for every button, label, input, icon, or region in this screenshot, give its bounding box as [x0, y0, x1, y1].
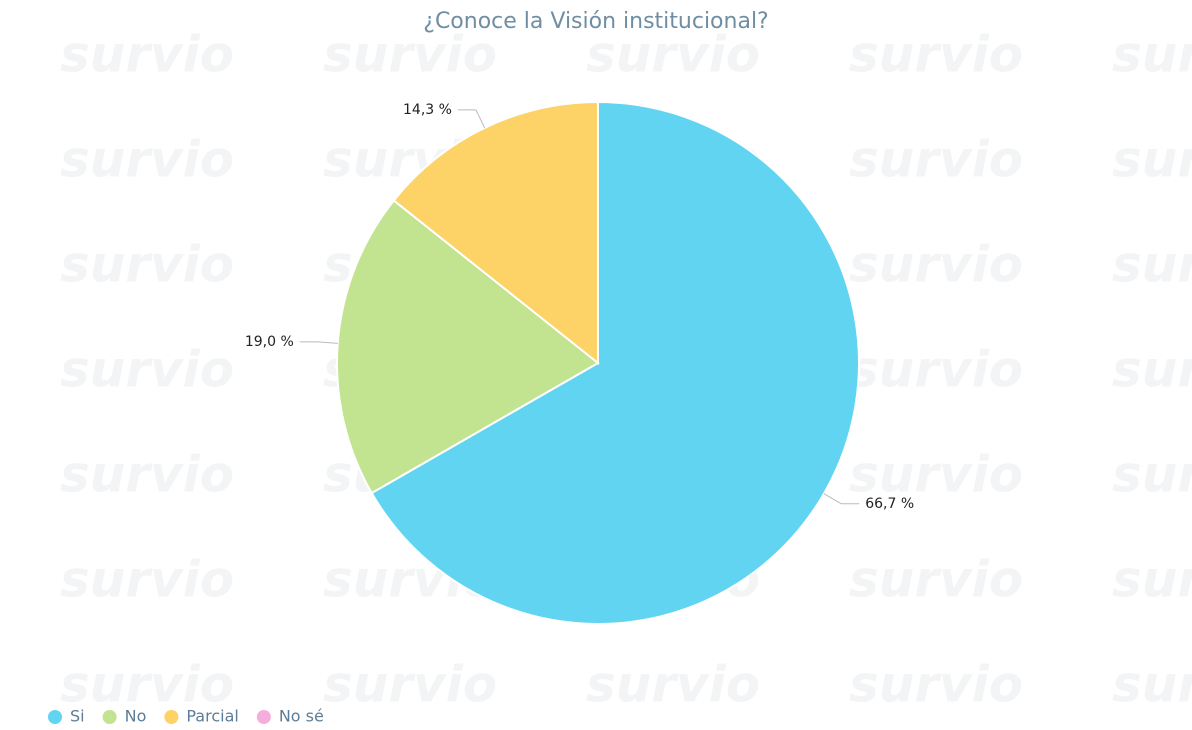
watermark-text: survio	[323, 26, 497, 84]
watermark-text: survio	[849, 131, 1023, 189]
watermark-text: survio	[60, 551, 234, 609]
watermark-text: survio	[1112, 236, 1192, 294]
watermark-text: survio	[849, 236, 1023, 294]
watermark-text: survio	[586, 656, 760, 714]
watermark-text: survio	[60, 656, 234, 714]
watermark-text: survio	[1112, 446, 1192, 504]
legend-marker	[48, 710, 62, 724]
watermark-text: survio	[849, 341, 1023, 399]
watermark-text: survio	[849, 656, 1023, 714]
legend-marker	[256, 710, 271, 724]
data-label: 19,0 %	[245, 334, 294, 350]
legend-marker	[164, 710, 179, 724]
watermark-text: survio	[1112, 26, 1192, 84]
watermark-text: survio	[60, 341, 234, 399]
data-label: 14,3 %	[403, 102, 452, 118]
leader-line	[457, 109, 486, 129]
watermark-text: survio	[323, 656, 497, 714]
chart-title: ¿Conoce la Visión institucional?	[423, 9, 768, 34]
watermark-text: survio	[849, 26, 1023, 84]
pie-slice	[336, 199, 600, 495]
watermark-text: survio	[849, 551, 1023, 609]
watermark-text: survio	[849, 446, 1023, 504]
watermark-text: survio	[60, 446, 234, 504]
legend-label: Si	[70, 707, 85, 726]
leader-line	[299, 341, 338, 344]
legend-label: No	[125, 707, 147, 726]
watermark-text: survio	[1112, 131, 1192, 189]
watermark-text: survio	[60, 26, 234, 84]
legend-label: No sé	[279, 707, 324, 726]
watermark-text: survio	[60, 131, 234, 189]
watermark-text: survio	[60, 236, 234, 294]
data-label: 66,7 %	[865, 496, 914, 512]
watermark-text: survio	[1112, 341, 1192, 399]
watermark-text: survio	[1112, 656, 1192, 714]
watermark-text: survio	[1112, 551, 1192, 609]
leader-line	[823, 493, 860, 505]
legend-label: Parcial	[186, 707, 238, 726]
legend-marker	[102, 710, 117, 724]
watermark-text: survio	[586, 26, 760, 84]
